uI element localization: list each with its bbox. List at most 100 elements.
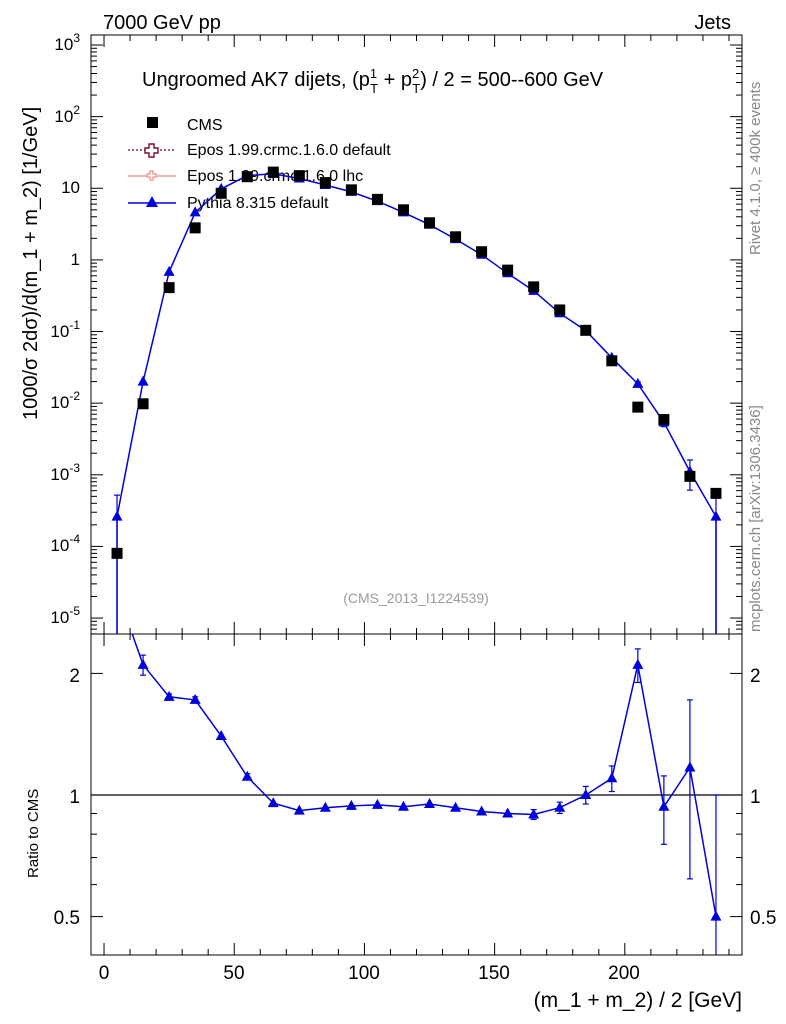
pythia-ratio-point [397, 800, 409, 811]
pythia-ratio-point [189, 693, 201, 704]
legend-label-cms: CMS [187, 117, 223, 134]
pythia-line [116, 173, 717, 634]
pythia-ratio-point [476, 805, 488, 816]
pythia-point [710, 510, 722, 521]
legend-marker-pythia [146, 196, 158, 207]
legend-marker-epos-lhc [146, 170, 157, 181]
pythia-ratio-series [131, 634, 722, 955]
cms-point [554, 304, 566, 316]
cms-point [397, 204, 409, 216]
pythia-ratio-point [450, 801, 462, 812]
cms-point [293, 170, 305, 182]
cms-point [424, 217, 436, 229]
pythia-ratio-point [215, 729, 227, 740]
ratio-ytick-label-05-right: 0.5 [750, 908, 776, 929]
cms-point [319, 177, 331, 189]
cms-point [632, 401, 644, 413]
ytick-label-1e0: 1 [71, 250, 80, 269]
pythia-ratio-point [502, 807, 514, 818]
xtick-label-50: 50 [223, 963, 244, 984]
pythia-ratio-point [371, 798, 383, 809]
cms-point [111, 547, 123, 559]
pythia-ratio-point [424, 797, 436, 808]
cms-point [215, 187, 227, 199]
ratio-ytick-label-1: 1 [69, 787, 80, 808]
cms-point [345, 184, 357, 196]
ytick-label-1e1: 10 [61, 178, 80, 197]
pythia-ratio-point [710, 910, 722, 921]
header-left: 7000 GeV pp [103, 12, 221, 34]
pythia-ratio-line [131, 634, 717, 917]
xtick-labels: 0 50 100 150 200 [99, 963, 640, 984]
cms-point [189, 222, 201, 234]
cms-point [137, 398, 149, 410]
pythia-point [632, 377, 644, 388]
ratio-ytick-label-2-right: 2 [750, 666, 761, 687]
pythia-point [163, 265, 175, 276]
legend-marker-cms [147, 117, 158, 128]
cms-point [528, 281, 540, 293]
cms-point [684, 470, 696, 482]
pythia-ratio-point [293, 804, 305, 815]
legend-label-pythia: Pythia 8.315 default [187, 195, 329, 212]
xtick-label-150: 150 [478, 963, 510, 984]
cms-point [580, 324, 592, 336]
cms-series [111, 166, 722, 559]
xtick-label-200: 200 [608, 963, 640, 984]
pythia-ratio-point [528, 808, 540, 819]
pythia-ratio-point [241, 770, 253, 781]
cms-point [658, 414, 670, 426]
pythia-ratio-point [684, 761, 696, 772]
rivet-label: Rivet 4.1.0, ≥ 400k events [747, 82, 764, 255]
pythia-point [137, 375, 149, 386]
xlabel: (m_1 + m_2) / 2 [GeV] [534, 989, 742, 1012]
pythia-ratio-point [319, 801, 331, 812]
ytick-label-1e3: 103 [54, 31, 80, 54]
pythia-ratio-point [606, 772, 618, 783]
analysis-watermark: (CMS_2013_I1224539) [343, 590, 489, 606]
pythia-ratio-point [632, 658, 644, 669]
legend: CMS Epos 1.99.crmc.1.6.0 default Epos 1.… [128, 117, 391, 212]
cms-point [710, 487, 722, 499]
ratio-ytick-label-2: 2 [69, 666, 80, 687]
legend-label-epos-default: Epos 1.99.crmc.1.6.0 default [187, 142, 391, 159]
ratio-ylabel: Ratio to CMS [25, 789, 42, 878]
pythia-series [111, 167, 722, 634]
legend-marker-epos-default [144, 143, 159, 158]
pythia-ratio-point [267, 797, 279, 808]
cms-point [502, 264, 514, 276]
cms-point [267, 166, 279, 178]
pythia-ratio-point [554, 801, 566, 812]
ytick-label-1em3: 10-3 [50, 461, 80, 484]
ratio-ytick-label-1-right: 1 [750, 787, 761, 808]
xtick-label-100: 100 [348, 963, 380, 984]
axis-ticks [91, 35, 742, 955]
cms-point [163, 282, 175, 294]
main-ylabel: 1000/σ 2dσ)/d(m_1 + m_2) [1/GeV] [20, 107, 42, 420]
cms-point [241, 171, 253, 183]
ytick-label-1em4: 10-4 [50, 532, 80, 555]
ytick-label-1em5: 10-5 [50, 604, 80, 627]
pythia-ratio-point [345, 799, 357, 810]
ratio-ytick-label-05: 0.5 [54, 908, 80, 929]
mcplots-label: mcplots.cern.ch [arXiv:1306.3436] [747, 405, 764, 632]
pythia-ratio-point [580, 789, 592, 799]
chart-title: Ungroomed AK7 dijets, (p1 T + p2 T) / 2 = … [142, 66, 604, 96]
pythia-ratio-point [137, 658, 149, 669]
ytick-label-1em2: 10-2 [50, 389, 80, 412]
xtick-label-0: 0 [99, 963, 110, 984]
ytick-label-1e2: 102 [54, 103, 80, 126]
cms-point [450, 231, 462, 243]
cms-point [371, 193, 383, 205]
ratio-ytick-labels: 2 1 0.5 2 1 0.5 [54, 666, 777, 929]
pythia-point [111, 510, 123, 521]
main-ytick-labels: 103 102 10 1 10-1 10-2 10-3 10-4 10-5 [50, 31, 80, 627]
pythia-ratio-point [163, 690, 175, 701]
header-right: Jets [694, 12, 731, 34]
ytick-label-1em1: 10-1 [50, 318, 80, 341]
cms-point [606, 355, 618, 367]
pythia-point [189, 206, 201, 217]
pythia-ratio-point [658, 800, 670, 811]
cms-point [476, 246, 488, 258]
